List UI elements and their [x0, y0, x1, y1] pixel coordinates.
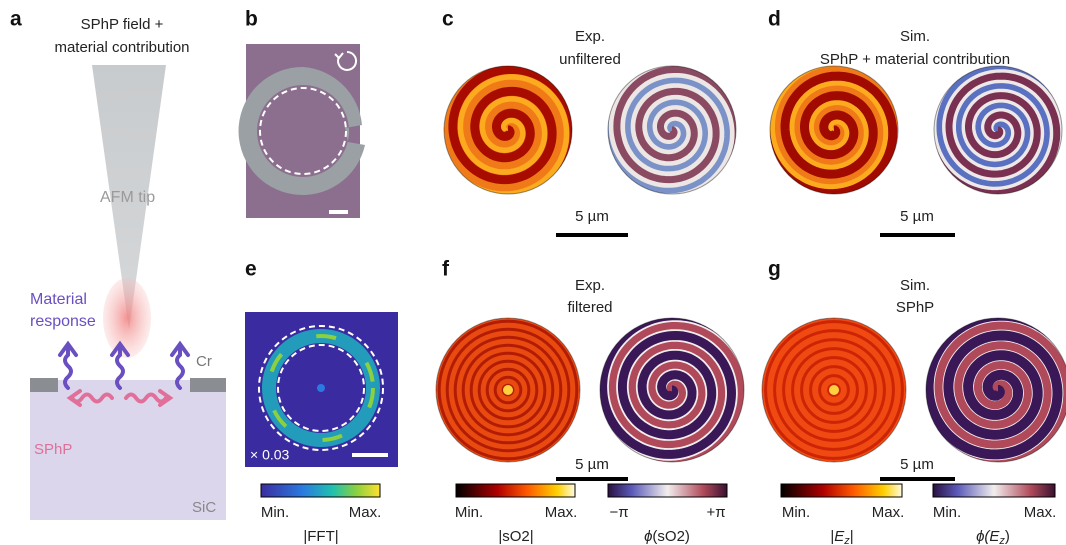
- map-disc: [930, 66, 1066, 194]
- colorbar-min: Min.: [782, 504, 810, 521]
- scale-label: 5 µm: [575, 208, 609, 225]
- map-disc: [436, 318, 580, 462]
- colorbar-title: ϕ(Ez): [976, 528, 1010, 545]
- colorbar-max: Max.: [872, 504, 905, 521]
- sic-label: SiC: [192, 499, 216, 516]
- scale-label: 5 µm: [900, 456, 934, 473]
- colorbar-max: Max.: [1024, 504, 1057, 521]
- panel-label: g: [768, 258, 781, 281]
- colorbar-title: |sO2|: [498, 528, 533, 545]
- panel-label: d: [768, 8, 781, 31]
- colorbar-title: |Ez|: [830, 528, 853, 545]
- map-disc: [606, 63, 738, 197]
- colorbar-title: |FFT|: [303, 528, 338, 545]
- colorbar-min: Min.: [261, 504, 289, 521]
- colorbar: [781, 484, 902, 497]
- colorbar: [456, 484, 575, 497]
- scale-label: 5 µm: [575, 456, 609, 473]
- colorbar-title: ϕ(sO2): [644, 528, 690, 545]
- panel-title: Sim.: [900, 277, 930, 294]
- colorbar-max: +π: [706, 504, 725, 521]
- fft-center: [317, 384, 325, 392]
- colorbar: [608, 484, 727, 497]
- map-disc: [762, 318, 906, 462]
- title-part: ϕ: [644, 528, 652, 545]
- title-part: ): [1005, 528, 1010, 545]
- colorbar-min: −π: [609, 504, 628, 521]
- colorbar: [261, 484, 380, 497]
- center-spot: [829, 385, 839, 395]
- response-label: response: [30, 313, 96, 330]
- sem-image: [239, 44, 365, 218]
- schematic: SPhP field + material contribution AFM t…: [30, 16, 226, 520]
- title-part: |: [850, 528, 854, 545]
- chromium-pad: [190, 378, 226, 392]
- response-label: Material: [30, 291, 87, 308]
- colorbar-min: Min.: [455, 504, 483, 521]
- sphp-label: SPhP: [34, 441, 72, 458]
- panel-title: filtered: [567, 299, 612, 316]
- colorbar-max: Max.: [545, 504, 578, 521]
- map-disc: [919, 316, 1066, 465]
- cr-label: Cr: [196, 353, 212, 370]
- panel-label: e: [245, 258, 257, 281]
- panel-label: c: [442, 8, 454, 31]
- panel-title: Sim.: [900, 28, 930, 45]
- map-disc: [593, 316, 751, 465]
- colorbar-min: Min.: [933, 504, 961, 521]
- panel-title: Exp.: [575, 277, 605, 294]
- scale-factor: × 0.03: [250, 447, 290, 463]
- panel-title: Exp.: [575, 28, 605, 45]
- tip-label: AFM tip: [100, 189, 155, 206]
- panel-label: f: [442, 258, 450, 281]
- panel-title: SPhP field +: [81, 16, 164, 33]
- maps: [436, 63, 1066, 464]
- center-spot: [503, 385, 513, 395]
- panel-title: unfiltered: [559, 51, 621, 68]
- panel-title: material contribution: [54, 39, 189, 56]
- figure: a b c d e f g SPhP field + material cont…: [0, 0, 1066, 545]
- panel-label: b: [245, 8, 258, 31]
- chromium-pad: [30, 378, 58, 392]
- colorbar-max: Max.: [349, 504, 382, 521]
- panel-label: a: [10, 8, 22, 31]
- near-field-glow: [103, 278, 151, 358]
- scale-label: 5 µm: [900, 208, 934, 225]
- panel-title: SPhP + material contribution: [820, 51, 1010, 68]
- fft-image: × 0.03 Min. Max. |FFT|: [245, 312, 398, 545]
- colorbar: [933, 484, 1055, 497]
- title-part: (sO2): [652, 528, 690, 545]
- panel-title: SPhP: [896, 299, 934, 316]
